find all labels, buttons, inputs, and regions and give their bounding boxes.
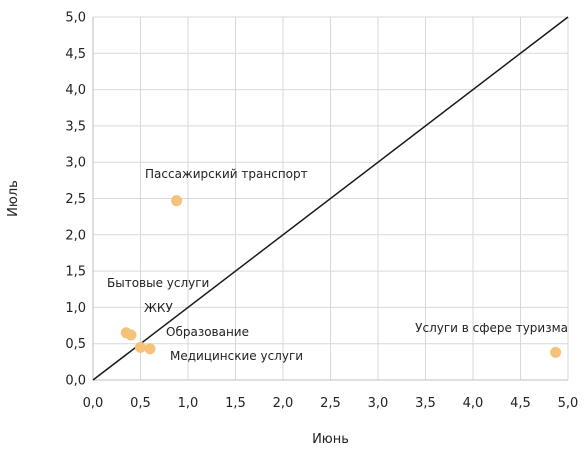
y-tick-label: 4,0 xyxy=(65,83,86,98)
reference-line-group xyxy=(92,16,569,381)
x-tick-label: 0,0 xyxy=(83,396,104,411)
x-tick-label: 3,5 xyxy=(415,396,436,411)
y-tick-label: 2,0 xyxy=(65,228,86,243)
point-label: ЖКУ xyxy=(144,301,173,315)
y-tick-label: 0,5 xyxy=(65,337,86,352)
gridlines xyxy=(93,16,569,380)
y-tick-label: 2,5 xyxy=(65,192,86,207)
point-label: Образование xyxy=(166,325,249,339)
x-tick-label: 1,5 xyxy=(225,396,246,411)
x-tick-label: 2,5 xyxy=(320,396,341,411)
axes xyxy=(92,17,568,381)
x-tick-label: 4,5 xyxy=(510,396,531,411)
x-tick-label: 5,0 xyxy=(558,396,579,411)
y-tick-label: 1,5 xyxy=(65,265,86,280)
x-axis-title: Июнь xyxy=(312,432,349,447)
x-tick-label: 0,5 xyxy=(130,396,151,411)
y-tick-label: 0,0 xyxy=(65,374,86,389)
data-point xyxy=(135,341,146,353)
data-points xyxy=(120,195,562,358)
y-tick-label: 5,0 xyxy=(65,11,86,26)
x-tick-label: 3,0 xyxy=(368,396,389,411)
data-point xyxy=(144,343,156,355)
point-label: Бытовые услуги xyxy=(107,276,209,290)
y-axis-title: Июль xyxy=(6,180,21,217)
data-point xyxy=(125,329,137,341)
x-tick-label: 4,0 xyxy=(463,396,484,411)
x-tick-label: 1,0 xyxy=(178,396,199,411)
tick-labels: 0,0 0,5 1,0 1,5 2,0 2,5 3,0 3,5 4,0 4,5 5,0 0,0 0,5 1… xyxy=(65,11,578,412)
data-point xyxy=(550,346,562,358)
y-tick-label: 3,5 xyxy=(65,119,86,134)
x-tick-label: 2,0 xyxy=(273,396,294,411)
data-point xyxy=(171,195,183,207)
y-tick-label: 3,0 xyxy=(65,156,86,171)
y-tick-label: 4,5 xyxy=(65,47,86,62)
point-label: Услуги в сфере туризма xyxy=(415,321,568,335)
point-labels: Пассажирский транспорт Бытовые услуги ЖКУ О… xyxy=(107,167,568,363)
reference-line xyxy=(92,16,569,381)
point-label: Медицинские услуги xyxy=(170,349,303,363)
y-tick-label: 1,0 xyxy=(65,301,86,316)
point-label: Пассажирский транспорт xyxy=(145,167,308,181)
